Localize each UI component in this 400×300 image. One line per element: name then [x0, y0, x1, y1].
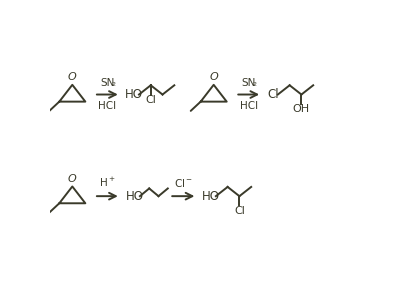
Text: SN: SN [100, 78, 114, 88]
Text: $_2$: $_2$ [111, 80, 116, 89]
Text: OH: OH [293, 104, 310, 114]
Text: Cl: Cl [267, 88, 279, 101]
Text: HO: HO [126, 190, 144, 203]
Text: O: O [209, 72, 218, 82]
Text: HO: HO [202, 190, 220, 203]
Text: HCl: HCl [98, 101, 116, 111]
Text: O: O [68, 72, 77, 82]
Text: H$^+$: H$^+$ [99, 176, 116, 189]
Text: $_2$: $_2$ [252, 80, 258, 89]
Text: HCl: HCl [240, 101, 258, 111]
Text: Cl: Cl [145, 95, 156, 105]
Text: Cl$^-$: Cl$^-$ [174, 177, 193, 189]
Text: SN: SN [242, 78, 256, 88]
Text: O: O [68, 174, 77, 184]
Text: HO: HO [125, 88, 143, 101]
Text: Cl: Cl [234, 206, 245, 216]
